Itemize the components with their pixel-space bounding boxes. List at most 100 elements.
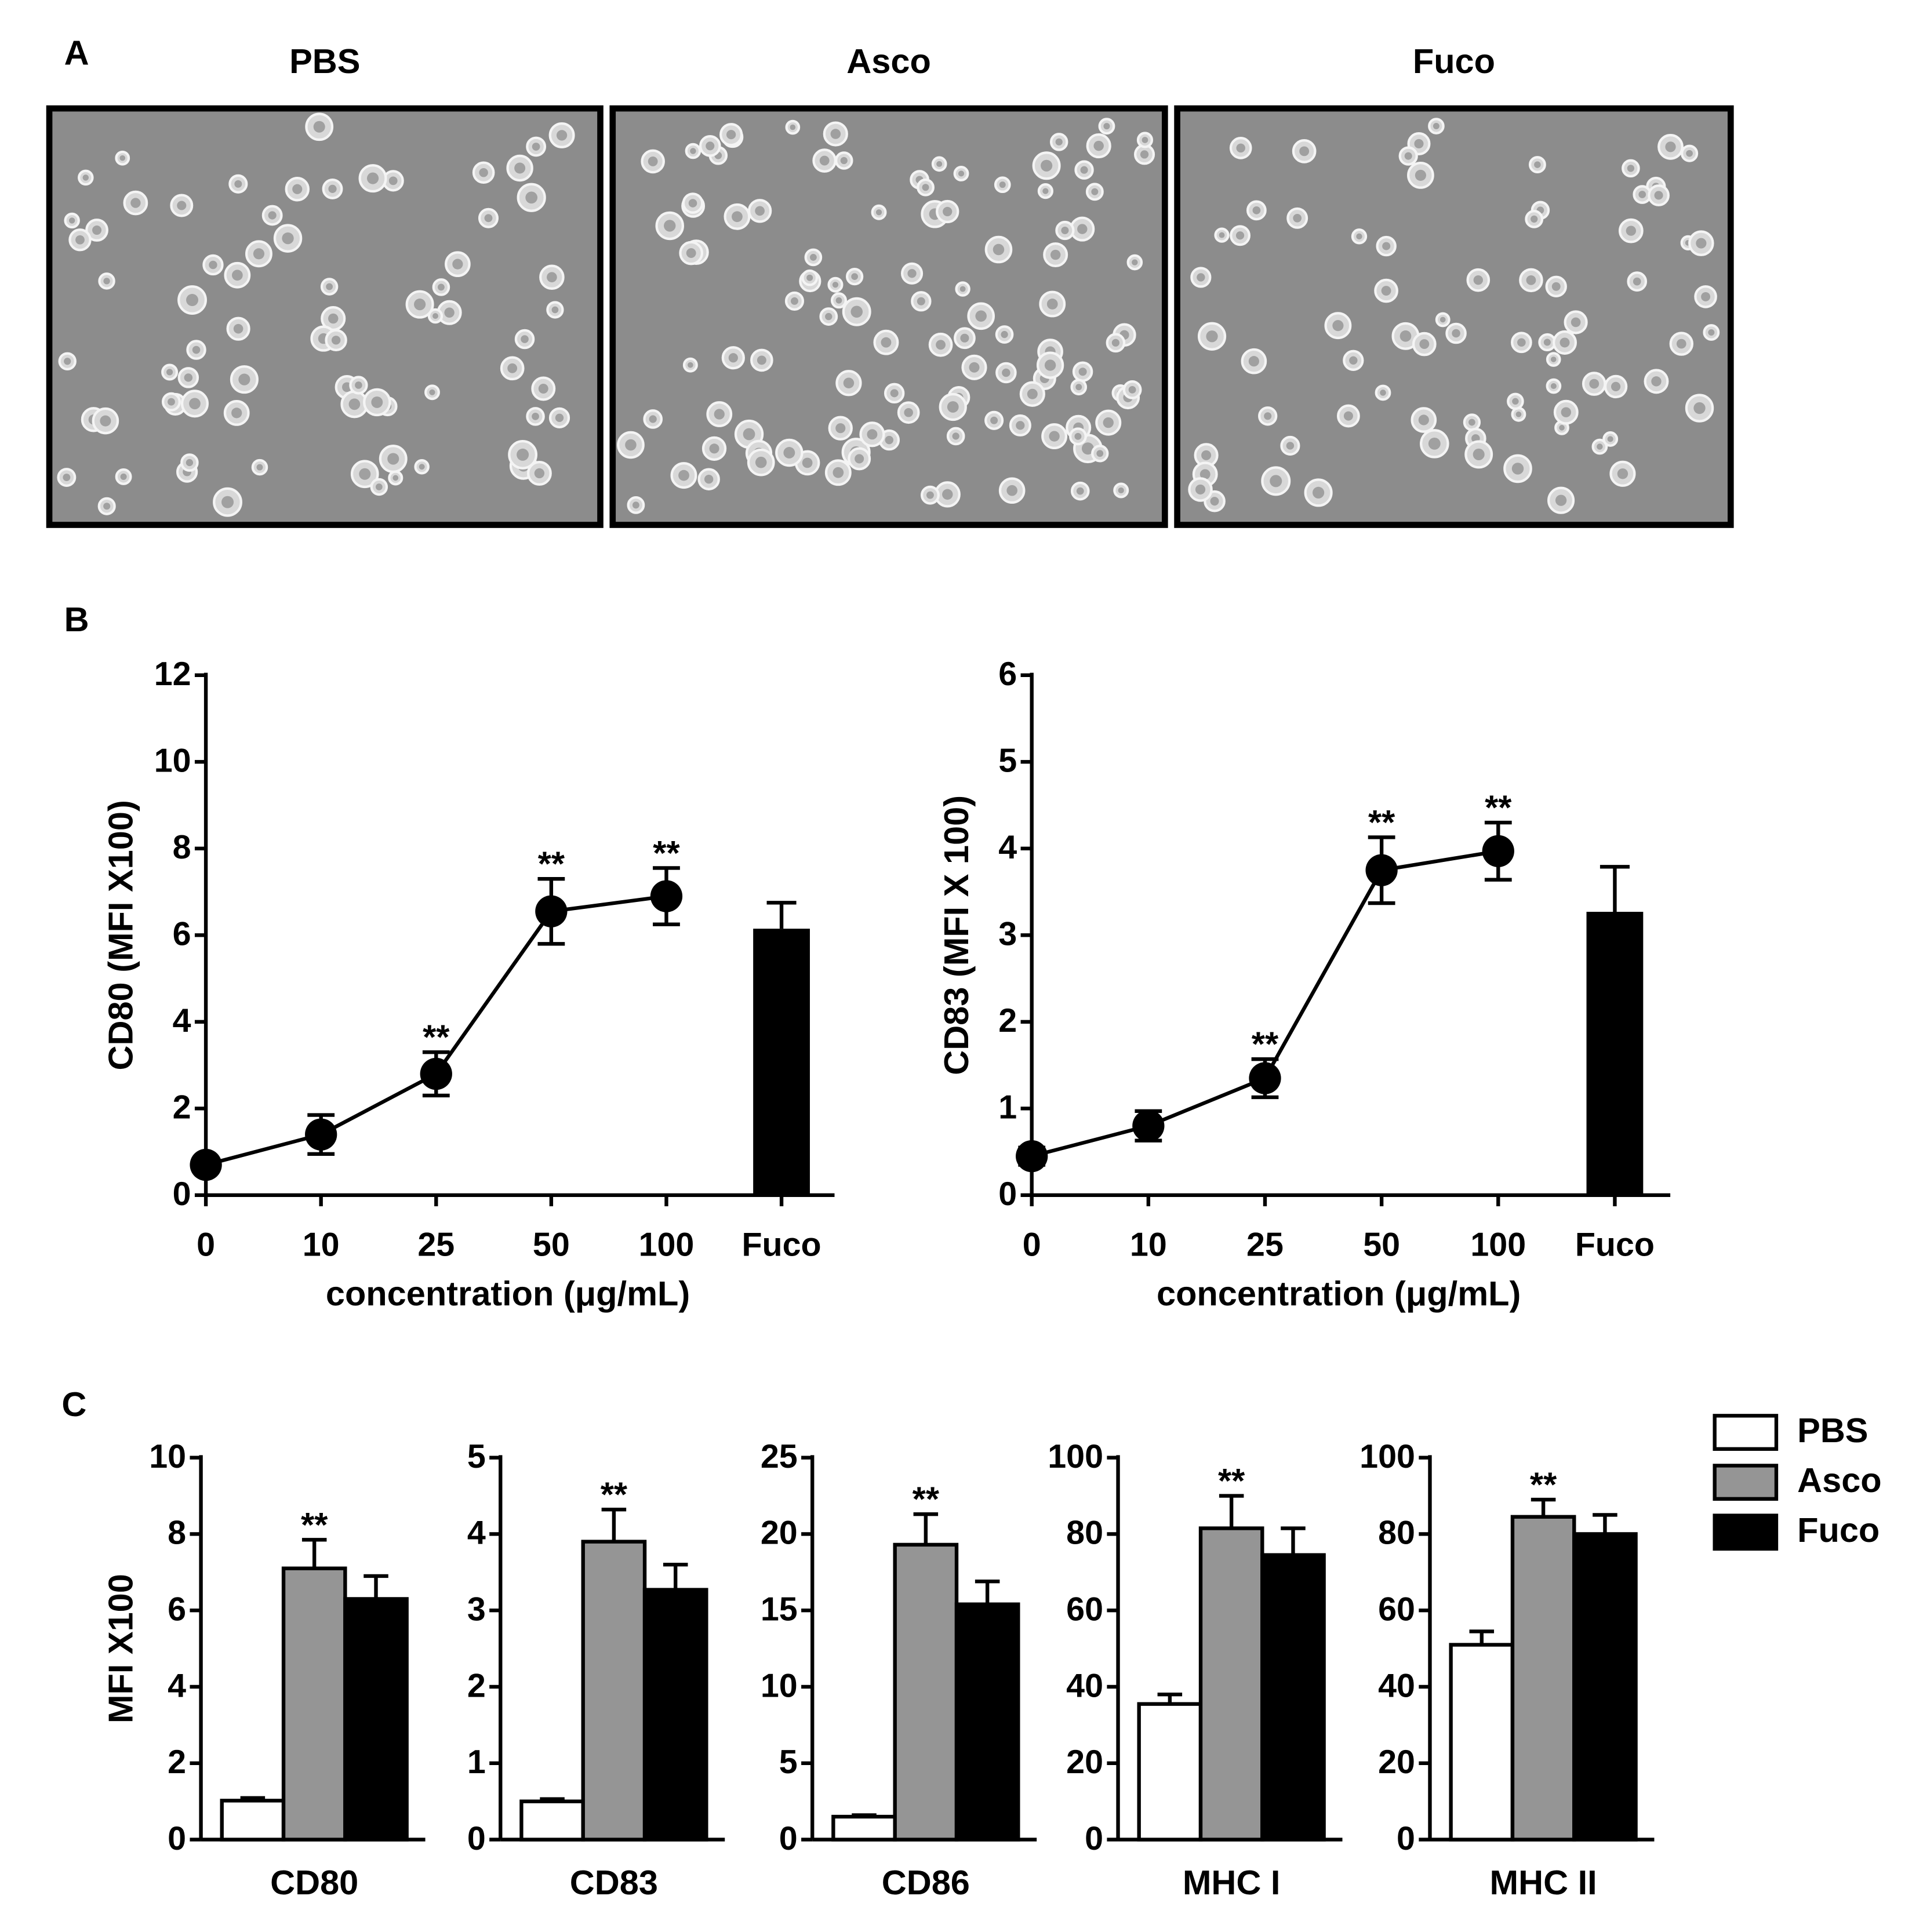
cell-core <box>952 432 959 440</box>
cell-core <box>993 243 1005 256</box>
cell-core <box>371 396 383 408</box>
annotation: ** <box>653 834 680 872</box>
cell-core <box>648 157 658 166</box>
cell-core <box>1428 437 1441 450</box>
cell-core <box>355 381 362 389</box>
cell-core <box>1512 398 1519 405</box>
cell-core <box>432 313 438 319</box>
cell-core <box>825 312 833 321</box>
cell-core <box>82 174 89 181</box>
cell-core <box>686 248 696 258</box>
cell-core <box>1050 249 1061 260</box>
cell-core <box>688 199 697 208</box>
y-tick-label: 40 <box>1066 1667 1103 1704</box>
cell-core <box>1252 206 1261 214</box>
cell-core <box>282 232 294 245</box>
cell-core <box>366 172 379 184</box>
cell-core <box>790 297 798 305</box>
cell-core <box>926 491 934 499</box>
cell-core <box>832 282 839 288</box>
cell-core <box>960 333 969 343</box>
cell-core <box>429 389 435 395</box>
y-tick-label: 5 <box>998 743 1017 780</box>
cell-core <box>234 180 242 188</box>
legend-label: Fuco <box>1797 1511 1880 1549</box>
cell-core <box>375 483 383 490</box>
cell-core <box>1693 402 1706 414</box>
y-tick-label: 0 <box>1085 1820 1103 1857</box>
y-tick-label: 40 <box>1378 1667 1415 1704</box>
image-title: PBS <box>289 42 360 81</box>
point <box>1365 854 1398 886</box>
cell-core <box>1571 317 1581 328</box>
cell-core <box>484 214 493 223</box>
micrograph <box>1174 105 1734 528</box>
cell-core <box>514 162 526 174</box>
cell-core <box>1468 419 1475 426</box>
cell-core <box>63 474 71 481</box>
y-tick-label: 4 <box>173 1002 191 1039</box>
cell-core <box>1626 225 1637 236</box>
cell-core <box>238 373 250 385</box>
y-tick-label: 20 <box>1066 1744 1103 1781</box>
cell-core <box>1074 432 1082 440</box>
y-tick-label: 4 <box>998 829 1017 866</box>
cell-core <box>833 467 844 478</box>
y-tick-label: 80 <box>1378 1515 1415 1552</box>
cell-core <box>1439 316 1446 323</box>
cell-core <box>328 184 337 194</box>
annotation: ** <box>423 1018 450 1057</box>
bar <box>954 1602 1020 1842</box>
x-tick-label: 100 <box>639 1226 695 1263</box>
bar <box>753 929 810 1195</box>
cell-core <box>414 299 426 311</box>
image-background <box>1177 108 1731 525</box>
cell-core <box>231 407 242 419</box>
cell-core <box>392 475 399 481</box>
y-tick-label: 0 <box>998 1176 1017 1213</box>
x-tick-label: Fuco <box>742 1226 821 1263</box>
cell-core <box>1534 161 1541 168</box>
cell-core <box>958 170 965 177</box>
cell-core <box>1638 191 1646 198</box>
cell-core <box>100 415 111 427</box>
cell-core <box>1708 329 1715 336</box>
cell-core <box>1002 368 1010 377</box>
cell-core <box>517 448 529 461</box>
cell-core <box>1236 143 1245 153</box>
bar <box>1137 1702 1203 1842</box>
cell-core <box>1042 188 1049 194</box>
cell-core <box>806 274 813 281</box>
bar <box>1572 1532 1638 1842</box>
cell-core <box>840 157 848 165</box>
y-tick-label: 0 <box>467 1820 486 1857</box>
cell-core <box>1293 213 1302 223</box>
x-tick-label: 0 <box>197 1226 215 1263</box>
cell-core <box>1006 485 1017 496</box>
y-tick-label: 5 <box>467 1438 486 1475</box>
annotation: ** <box>301 1505 328 1544</box>
y-axis-label: MFI X100 <box>101 1574 140 1723</box>
cell-core <box>75 235 85 245</box>
cell-core <box>328 313 339 324</box>
cell-core <box>726 130 736 140</box>
cell-core <box>233 323 243 334</box>
cell-core <box>256 464 263 471</box>
cell-core <box>1248 356 1259 367</box>
cell-core <box>507 363 518 373</box>
legend-label: PBS <box>1797 1411 1868 1450</box>
cell-core <box>1589 379 1600 389</box>
cell-core <box>1195 484 1206 495</box>
cell-core <box>525 191 538 204</box>
cell-core <box>969 362 980 373</box>
cell-core <box>1419 339 1430 350</box>
y-tick-label: 2 <box>168 1744 186 1781</box>
point <box>1482 835 1514 867</box>
annotation: ** <box>601 1475 628 1514</box>
cell-core <box>1399 330 1412 342</box>
bar <box>281 1566 347 1842</box>
bar <box>220 1799 286 1842</box>
cell-core <box>942 489 953 500</box>
cell-core <box>867 429 878 440</box>
